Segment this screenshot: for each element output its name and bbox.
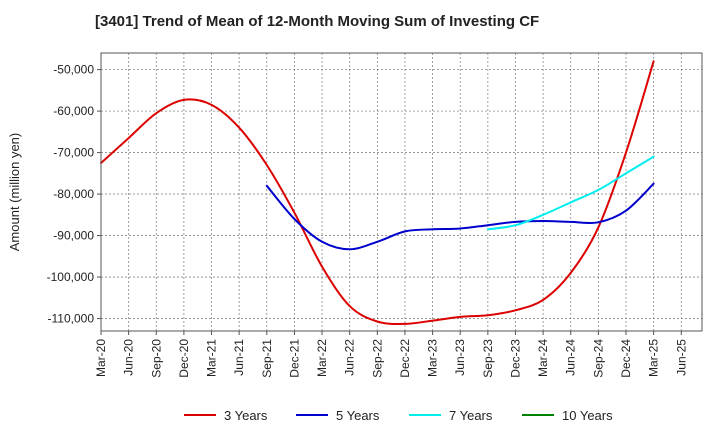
y-tick-label: -70,000 [53,146,94,160]
x-tick-label: Sep-21 [260,339,274,378]
x-tick-label: Jun-25 [674,339,688,376]
x-tick-label: Dec-23 [508,339,522,378]
chart-title: [3401] Trend of Mean of 12-Month Moving … [95,13,540,30]
grid [100,53,702,331]
y-axis-ticks: -50,000 -60,000 -70,000 -80,000 -90,000 -100,… [47,63,101,326]
x-tick-label: Jun-21 [232,339,246,376]
legend-label-10-years: 10 Years [562,408,613,423]
x-tick-label: Mar-20 [94,339,108,377]
legend: 3 Years 5 Years 7 Years 10 Years [184,408,613,423]
y-axis-title: Amount (million yen) [7,133,22,252]
y-tick-label: -90,000 [53,229,94,243]
x-tick-label: Jun-24 [564,339,578,376]
y-tick-label: -60,000 [53,104,94,118]
series-line-5-years [265,182,655,251]
y-tick-label: -110,000 [48,312,95,326]
x-tick-label: Dec-24 [619,339,633,378]
series-line-7-years [486,155,655,231]
plot-frame [100,52,703,332]
x-axis-ticks: Mar-20 Jun-20 Sep-20 Dec-20 Mar-21 Jun-21 Sep-… [94,331,688,378]
x-tick-label: Sep-23 [481,339,495,378]
series-lines [100,60,655,326]
y-tick-label: -100,000 [47,270,95,284]
x-tick-label: Mar-23 [426,339,440,377]
x-tick-label: Jun-23 [453,339,467,376]
x-tick-label: Jun-22 [343,339,357,376]
y-tick-label: -50,000 [53,63,94,77]
x-tick-label: Dec-20 [177,339,191,378]
y-tick-label: -80,000 [53,187,94,201]
x-tick-label: Sep-24 [591,339,605,378]
x-tick-label: Mar-25 [647,339,661,377]
x-tick-label: Mar-24 [536,339,550,377]
x-tick-label: Dec-21 [287,339,301,378]
legend-label-5-years: 5 Years [336,408,380,423]
x-tick-label: Jun-20 [122,339,136,376]
series-line-3-years [100,60,655,326]
x-tick-label: Mar-21 [205,339,219,377]
legend-label-3-years: 3 Years [224,408,268,423]
legend-label-7-years: 7 Years [449,408,493,423]
x-tick-label: Dec-22 [398,339,412,378]
x-tick-label: Mar-22 [315,339,329,377]
x-tick-label: Sep-22 [370,339,384,378]
x-tick-label: Sep-20 [149,339,163,378]
